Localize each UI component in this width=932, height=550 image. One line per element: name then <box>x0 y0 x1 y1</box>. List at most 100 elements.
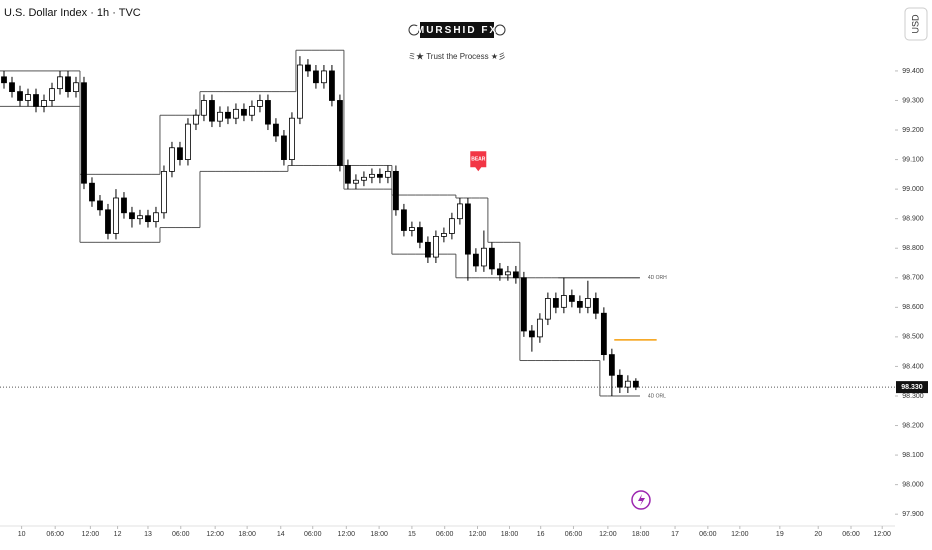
candle-body <box>409 227 415 231</box>
candle-body <box>17 91 23 101</box>
candle-body <box>241 108 247 116</box>
candle-body <box>417 227 423 243</box>
candle-body <box>321 70 327 84</box>
candle-body <box>544 298 551 320</box>
x-tick-label: 12:00 <box>873 531 891 538</box>
candle-body <box>217 111 223 122</box>
x-tick-label: 20 <box>814 531 822 538</box>
y-tick-label: 99.000 <box>902 186 924 193</box>
candle-body <box>488 247 495 270</box>
x-tick-label: 12:00 <box>731 531 749 538</box>
candle-body <box>249 105 255 116</box>
x-tick-label: 18:00 <box>632 531 650 538</box>
lightning-icon[interactable] <box>631 490 651 510</box>
candle-body <box>25 94 31 101</box>
candle-body <box>201 100 207 116</box>
candle-body <box>121 197 127 214</box>
candle-body <box>329 70 335 101</box>
x-tick-label: 12 <box>114 531 122 538</box>
candle-body <box>472 253 479 267</box>
y-tick-label: 99.100 <box>902 156 924 163</box>
candle-body <box>161 170 167 214</box>
candle-body <box>9 82 15 93</box>
candle-body <box>528 330 535 338</box>
candle-body <box>393 170 399 211</box>
candle-body <box>464 203 471 255</box>
candle-body <box>560 295 567 308</box>
lightning-bolt <box>638 494 645 506</box>
candle-body <box>97 200 103 211</box>
currency-button[interactable] <box>904 7 928 41</box>
candle-body <box>361 176 367 181</box>
candle-body <box>297 64 303 119</box>
currency-label[interactable]: USD <box>910 14 920 34</box>
candle-body <box>65 76 71 93</box>
candle-body <box>193 114 199 125</box>
candle-body <box>401 209 407 231</box>
price-axis-bg <box>895 0 932 550</box>
candle-body <box>441 233 447 237</box>
candle-body <box>169 147 175 172</box>
x-tick-label: 12:00 <box>599 531 617 538</box>
candle-body <box>369 173 375 178</box>
candle-body <box>113 197 119 234</box>
candle-body <box>185 123 191 160</box>
candle-body <box>504 271 511 276</box>
candle-body <box>81 82 87 184</box>
x-tick-label: 18:00 <box>501 531 519 538</box>
y-tick-label: 98.900 <box>902 216 924 223</box>
x-tick-label: 06:00 <box>172 531 190 538</box>
candle-body <box>49 88 55 101</box>
candle-body <box>616 374 623 388</box>
y-tick-label: 98.100 <box>902 452 924 459</box>
last-price-label: 98.330 <box>901 384 923 391</box>
logo-bg <box>420 22 494 38</box>
candle-body <box>225 111 231 119</box>
candle-body <box>632 380 639 388</box>
candle-body <box>281 135 287 160</box>
candle-body <box>353 179 359 184</box>
candle-body <box>273 123 279 137</box>
candle-body <box>377 173 383 178</box>
level-label: 4D ORL <box>648 393 666 399</box>
candle-body <box>576 301 583 308</box>
x-tick-label: 12:00 <box>338 531 356 538</box>
y-tick-label: 98.700 <box>902 275 924 282</box>
tagline: ミ★ Trust the Process ★彡 <box>408 52 506 61</box>
x-tick-label: 15 <box>408 531 416 538</box>
last-price-box <box>896 381 928 394</box>
candle-body <box>257 100 263 107</box>
candle-body <box>209 100 215 122</box>
y-tick-label: 98.000 <box>902 481 924 488</box>
logo-icon <box>494 24 506 36</box>
candle-body <box>584 298 591 308</box>
x-tick-label: 12:00 <box>82 531 100 538</box>
candle-body <box>265 100 271 125</box>
logo-icon <box>408 24 420 36</box>
x-tick-label: 12:00 <box>469 531 487 538</box>
y-tick-label: 98.300 <box>902 393 924 400</box>
y-tick-label: 99.300 <box>902 97 924 104</box>
candle-body <box>305 64 311 72</box>
candle-body <box>177 147 183 160</box>
candle-body <box>153 212 159 223</box>
y-tick-label: 97.900 <box>902 511 924 518</box>
x-tick-label: 06:00 <box>436 531 454 538</box>
candle-body <box>337 100 343 166</box>
x-tick-label: 16 <box>537 531 545 538</box>
x-tick-label: 12:00 <box>206 531 224 538</box>
candle-body <box>33 94 39 107</box>
bear-marker <box>470 151 487 172</box>
candle-body <box>313 70 319 84</box>
x-tick-label: 06:00 <box>46 531 64 538</box>
y-tick-label: 99.400 <box>902 68 924 75</box>
candle-body <box>57 76 63 90</box>
candle-body <box>552 298 559 308</box>
x-tick-label: 06:00 <box>699 531 717 538</box>
x-tick-label: 06:00 <box>842 531 860 538</box>
bear-label: BEAR <box>471 157 486 163</box>
candle-body <box>433 236 439 258</box>
candle-body <box>145 215 151 223</box>
candle-body <box>233 108 239 119</box>
